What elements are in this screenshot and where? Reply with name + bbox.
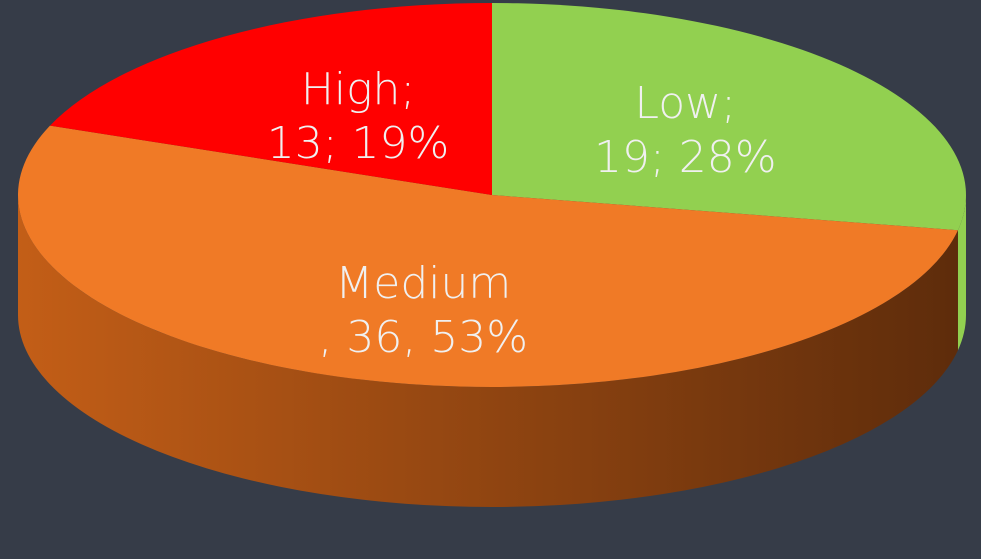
pie-side-medium — [17, 195, 958, 508]
slice-label-line: 19; 28% — [594, 132, 777, 183]
pie-slice-medium — [18, 125, 958, 387]
slice-label-medium: Medium, 36, 53% — [318, 258, 528, 363]
slice-label-line: Medium — [335, 258, 511, 309]
slice-label-line: Low; — [635, 78, 736, 129]
slice-label-low: Low; 19; 28% — [594, 78, 777, 183]
slice-label-line: 13; 19% — [267, 118, 450, 169]
slice-label-line: , 36, 53% — [318, 312, 528, 363]
slice-label-high: High; 13; 19% — [267, 64, 450, 169]
pie-side-low — [957, 195, 967, 351]
slice-label-line: High; — [301, 64, 415, 115]
pie-slice-low — [492, 3, 967, 231]
pie-slice-high — [50, 3, 492, 195]
